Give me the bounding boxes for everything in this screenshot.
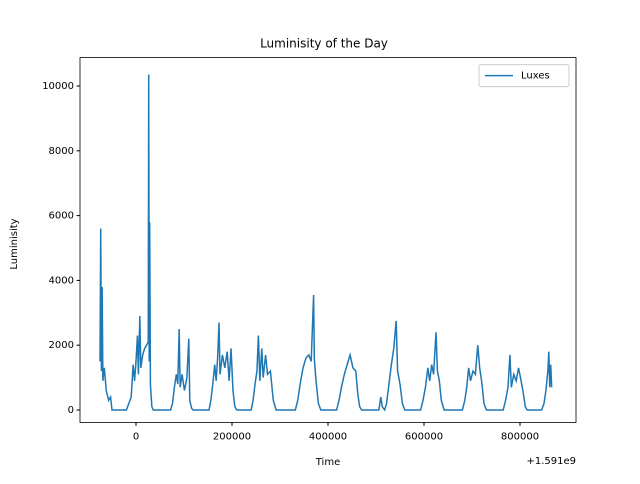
legend-box xyxy=(478,64,570,88)
y-tick-label: 0 xyxy=(68,405,74,416)
y-axis-label: Luminisity xyxy=(9,218,20,269)
chart-title: Luminisity of the Day xyxy=(260,37,388,51)
data-line xyxy=(99,74,553,412)
y-tick-label: 4000 xyxy=(49,275,74,286)
y-tick-label: 8000 xyxy=(49,146,74,157)
y-tick-label: 2000 xyxy=(49,340,74,351)
axes-frame xyxy=(79,57,577,423)
x-tick-label: 0 xyxy=(133,431,139,442)
legend-label: Luxes xyxy=(521,71,550,82)
y-tick-label: 6000 xyxy=(49,211,74,222)
x-tick-label: 600000 xyxy=(405,431,443,442)
y-tick-label: 10000 xyxy=(42,81,74,92)
x-tick-label: 800000 xyxy=(501,431,539,442)
x-tick-label: 400000 xyxy=(309,431,347,442)
x-tick-label: 200000 xyxy=(213,431,251,442)
x-offset-label: +1.591e9 xyxy=(526,456,576,467)
x-axis-label: Time xyxy=(315,457,340,468)
